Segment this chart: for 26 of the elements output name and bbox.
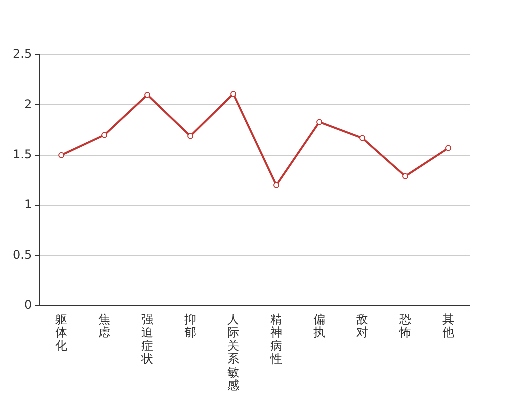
point bbox=[230, 91, 237, 98]
y-tick-label: 1.5 bbox=[12, 147, 32, 162]
x-tick-label: 强迫症状 bbox=[140, 312, 154, 366]
x-tick-label: 躯体化 bbox=[56, 312, 68, 353]
x-tick-label: 敌对 bbox=[356, 312, 369, 340]
y-tick-label: 0.5 bbox=[12, 248, 32, 262]
point bbox=[144, 92, 151, 98]
point bbox=[446, 145, 452, 152]
point bbox=[58, 152, 65, 158]
point bbox=[188, 133, 194, 140]
x-tick-label: 人际关系敏感 bbox=[228, 312, 240, 393]
x-tick-label: 精神病性 bbox=[270, 312, 283, 366]
x-tick-label: 恐怖 bbox=[398, 312, 412, 340]
x-tick-label: 焦虑 bbox=[98, 312, 111, 340]
point bbox=[402, 173, 409, 180]
point bbox=[316, 119, 323, 126]
x-tick-label: 偏执 bbox=[314, 312, 326, 340]
point bbox=[102, 132, 108, 138]
x-tick-label: 抑郁 bbox=[184, 312, 197, 340]
point bbox=[274, 182, 280, 188]
point bbox=[360, 135, 366, 142]
x-tick-label: 其他 bbox=[442, 312, 455, 340]
y-tick-label: 0 bbox=[24, 298, 32, 312]
y-tick-label: 2 bbox=[24, 97, 32, 112]
y-tick-label: 1 bbox=[24, 198, 32, 212]
y-tick-label: 2.5 bbox=[12, 47, 32, 62]
